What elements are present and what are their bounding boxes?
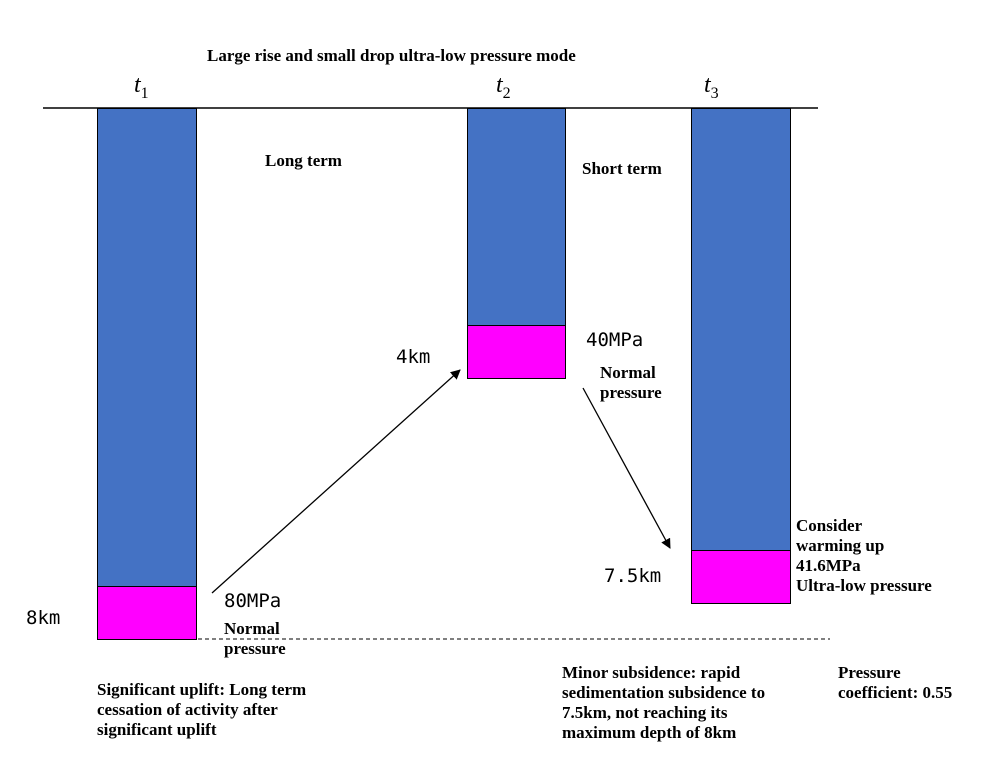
pressure-state-t2: Normal pressure [600, 363, 662, 402]
pressure-value-t1: 80MPa [224, 590, 282, 612]
stage-note-t3: Consider warming up 41.6MPa Ultra-low pr… [796, 516, 932, 595]
transition-label-long-term: Long term [265, 151, 342, 170]
overburden-t1 [98, 109, 196, 586]
pressure-value-t3: 41.6MPa [796, 556, 861, 575]
caption-subsidence: Minor subsidence: rapid sedimentation su… [562, 663, 766, 742]
transition-label-short-term: Short term [582, 159, 662, 178]
time-label-t3: t3 [704, 72, 719, 102]
diagram-title: Large rise and small drop ultra-low pres… [207, 46, 576, 65]
subsidence-arrow [582, 387, 671, 549]
stratum-column-t1 [97, 108, 197, 640]
caption-uplift: Significant uplift: Long term cessation … [97, 680, 307, 739]
time-label-t1: t1 [134, 72, 149, 102]
depth-label-t1: 8km [26, 607, 61, 629]
overburden-t2 [468, 109, 565, 325]
pressure-state-t1: Normal pressure [224, 619, 286, 658]
uplift-arrow [211, 369, 461, 594]
reservoir-t3 [691, 550, 791, 604]
time-label-t2: t2 [496, 72, 511, 102]
reservoir-t1 [97, 586, 197, 640]
depth-label-t2: 4km [396, 346, 431, 368]
stratum-column-t3 [691, 108, 791, 604]
reservoir-t2 [467, 325, 566, 379]
pressure-state-t3: Ultra-low pressure [796, 576, 932, 595]
caption-pressure-coefficient: Pressure coefficient: 0.55 [838, 663, 953, 702]
depth-label-t3: 7.5km [604, 565, 662, 587]
pressure-value-t2: 40MPa [586, 329, 644, 351]
overburden-t3 [692, 109, 790, 550]
stratum-column-t2 [467, 108, 566, 379]
